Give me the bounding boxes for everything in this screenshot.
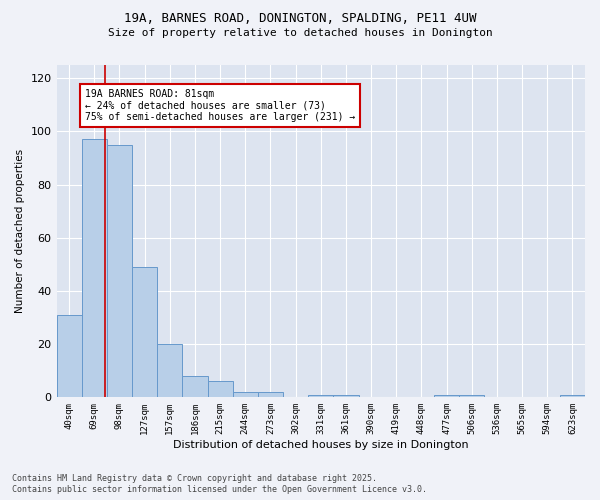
Bar: [107, 145, 132, 398]
Text: 19A, BARNES ROAD, DONINGTON, SPALDING, PE11 4UW: 19A, BARNES ROAD, DONINGTON, SPALDING, P…: [124, 12, 476, 26]
Bar: [308, 394, 334, 398]
Y-axis label: Number of detached properties: Number of detached properties: [15, 149, 25, 313]
Text: 19A BARNES ROAD: 81sqm
← 24% of detached houses are smaller (73)
75% of semi-det: 19A BARNES ROAD: 81sqm ← 24% of detached…: [85, 89, 355, 122]
Bar: [258, 392, 283, 398]
Bar: [560, 394, 585, 398]
Bar: [434, 394, 459, 398]
Bar: [233, 392, 258, 398]
Bar: [459, 394, 484, 398]
Bar: [132, 267, 157, 398]
Bar: [157, 344, 182, 398]
Bar: [334, 394, 359, 398]
X-axis label: Distribution of detached houses by size in Donington: Distribution of detached houses by size …: [173, 440, 469, 450]
Text: Size of property relative to detached houses in Donington: Size of property relative to detached ho…: [107, 28, 493, 38]
Bar: [208, 382, 233, 398]
Bar: [82, 140, 107, 398]
Text: Contains HM Land Registry data © Crown copyright and database right 2025.
Contai: Contains HM Land Registry data © Crown c…: [12, 474, 427, 494]
Bar: [56, 315, 82, 398]
Bar: [182, 376, 208, 398]
